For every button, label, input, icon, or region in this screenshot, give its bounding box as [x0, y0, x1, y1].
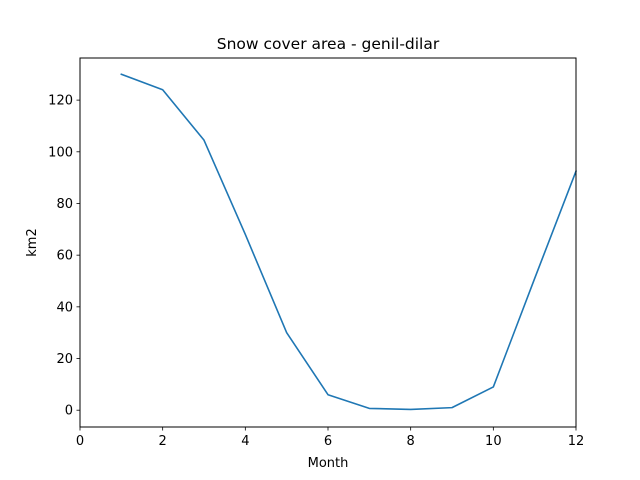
x-tick-label: 4 — [241, 434, 249, 449]
x-axis: 0 2 4 6 8 10 12 — [76, 427, 584, 449]
chart-title: Snow cover area - genil-dilar — [217, 35, 440, 53]
x-tick-label: 12 — [568, 434, 585, 449]
y-tick-label: 100 — [48, 145, 73, 160]
x-tick-label: 10 — [485, 434, 502, 449]
x-tick-label: 0 — [76, 434, 84, 449]
x-tick-label: 6 — [324, 434, 332, 449]
y-tick-label: 120 — [48, 94, 73, 109]
y-tick-label: 0 — [65, 404, 73, 419]
y-axis: 0 20 40 60 80 100 120 — [48, 94, 80, 419]
y-tick-label: 40 — [56, 300, 73, 315]
y-tick-label: 20 — [56, 352, 73, 367]
x-axis-label: Month — [308, 456, 349, 471]
y-tick-label: 60 — [56, 249, 73, 264]
y-tick-label: 80 — [56, 197, 73, 212]
x-tick-label: 2 — [159, 434, 167, 449]
x-tick-label: 8 — [407, 434, 415, 449]
plot-area — [120, 73, 578, 411]
y-axis-label: km2 — [25, 228, 40, 256]
series-line — [120, 73, 578, 411]
